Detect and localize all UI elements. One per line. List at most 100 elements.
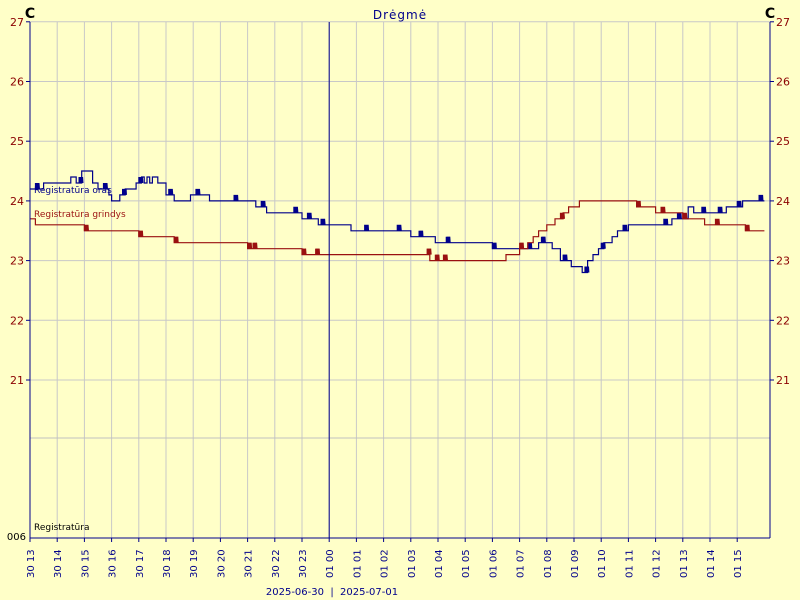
series-jitter-1 [434, 254, 440, 261]
series-jitter-0 [663, 218, 669, 225]
series-jitter-0 [364, 224, 370, 231]
series-jitter-0 [562, 254, 568, 261]
x-tick-label: 01 07 [516, 549, 527, 578]
series-layer [30, 170, 765, 274]
x-tick-label: 01 13 [679, 549, 690, 578]
y-tick-label-right: 22 [776, 314, 790, 327]
series-jitter-0 [540, 236, 546, 243]
left-unit-label: C [25, 6, 35, 22]
y-tick-label-left: 23 [10, 255, 24, 268]
series-jitter-0 [396, 224, 402, 231]
series-jitter-0 [306, 212, 312, 219]
x-tick-label: 30 16 [108, 549, 119, 578]
date-separator: | [330, 587, 333, 598]
grid [29, 21, 770, 538]
x-tick-label: 30 18 [162, 549, 173, 578]
y-tick-label-right: 26 [776, 76, 790, 89]
y-tick-label-left: 24 [10, 195, 24, 208]
x-tick-label: 01 02 [380, 549, 391, 578]
series-jitter-1 [83, 224, 89, 231]
series-jitter-0 [78, 176, 84, 184]
series-jitter-0 [445, 236, 451, 243]
lower-panel-tick: 006 [7, 532, 26, 543]
x-tick-label: 01 14 [706, 549, 717, 578]
x-tick-label: 01 10 [597, 549, 608, 578]
y-tick-label-right: 23 [776, 255, 790, 268]
y-tick-label-right: 27 [776, 16, 790, 29]
series-jitter-1 [315, 248, 321, 255]
x-tick-label: 01 04 [434, 549, 445, 578]
x-tick-label: 30 21 [244, 549, 255, 578]
series-line-0 [30, 170, 765, 274]
x-tick-label: 01 15 [733, 549, 744, 578]
series-jitter-0 [676, 212, 682, 219]
x-tick-label: 30 22 [271, 549, 282, 578]
y-tick-label-left: 21 [10, 374, 24, 387]
series-jitter-0 [622, 224, 628, 231]
series-jitter-1 [426, 248, 432, 255]
series-jitter-0 [584, 266, 590, 273]
x-tick-label: 30 19 [189, 549, 200, 578]
series-jitter-0 [260, 200, 266, 207]
series-jitter-0 [736, 200, 742, 207]
x-tick-label: 30 14 [53, 549, 64, 578]
series-jitter-0 [600, 242, 606, 249]
series-jitter-0 [320, 218, 326, 225]
series-jitter-1 [682, 212, 688, 219]
x-tick-label: 01 08 [543, 549, 554, 578]
series-jitter-1 [744, 224, 750, 231]
series-jitter-0 [34, 182, 40, 190]
series-jitter-0 [138, 176, 144, 184]
x-tick-label: 01 06 [488, 549, 499, 578]
lower-panel-label: Registratūra [34, 523, 89, 533]
series-jitter-1 [559, 212, 565, 219]
series-jitter-0 [491, 242, 497, 249]
series-jitter-1 [714, 218, 720, 225]
axes: 21 21 22 22 23 23 24 24 25 25 26 26 27 27 30 13 30 14 30… [10, 16, 790, 578]
legend-oras: Registratūra oras [34, 186, 112, 196]
series-jitter-1 [252, 242, 258, 249]
x-tick-label: 30 13 [26, 549, 37, 578]
y-tick-label-left: 26 [10, 76, 24, 89]
series-jitter-0 [418, 230, 424, 237]
x-tick-label: 30 15 [80, 549, 91, 578]
series-jitter-1 [519, 242, 525, 249]
series-jitter-0 [717, 206, 723, 213]
y-tick-label-right: 21 [776, 374, 790, 387]
x-tick-label: 01 05 [461, 549, 472, 578]
x-tick-label: 30 23 [298, 549, 309, 578]
x-tick-label: 01 00 [325, 549, 336, 578]
series-jitter-1 [247, 242, 253, 249]
series-jitter-0 [122, 188, 127, 195]
series-jitter-1 [138, 230, 144, 237]
x-tick-label: 01 03 [407, 549, 418, 578]
x-tick-label: 01 12 [652, 549, 663, 578]
series-jitter-1 [442, 254, 448, 261]
series-jitter-0 [293, 206, 299, 213]
chart-title: Drėgmė [373, 8, 427, 22]
series-jitter-0 [102, 182, 108, 190]
x-tick-label: 01 01 [352, 549, 363, 578]
date-left: 2025-06-30 [266, 587, 324, 598]
series-jitter-0 [233, 194, 239, 201]
series-jitter-0 [168, 188, 174, 195]
series-jitter-0 [701, 206, 707, 213]
x-tick-label: 01 09 [570, 549, 581, 578]
series-jitter-0 [195, 188, 201, 195]
y-tick-label-right: 25 [776, 135, 790, 148]
x-tick-label: 01 11 [624, 549, 635, 578]
series-jitter-1 [636, 200, 642, 207]
x-tick-label: 30 17 [135, 549, 146, 578]
y-tick-label-right: 24 [776, 195, 790, 208]
series-jitter-1 [173, 236, 179, 243]
x-tick-label: 30 20 [216, 549, 227, 578]
series-jitter-0 [758, 194, 764, 201]
y-tick-label-left: 27 [10, 16, 24, 29]
series-jitter-1 [301, 248, 307, 255]
series-jitter-1 [660, 206, 666, 213]
legend-grindys: Registratūra grindys [34, 210, 126, 220]
right-unit-label: C [765, 6, 775, 22]
date-right: 2025-07-01 [340, 587, 398, 598]
y-tick-label-left: 25 [10, 135, 24, 148]
